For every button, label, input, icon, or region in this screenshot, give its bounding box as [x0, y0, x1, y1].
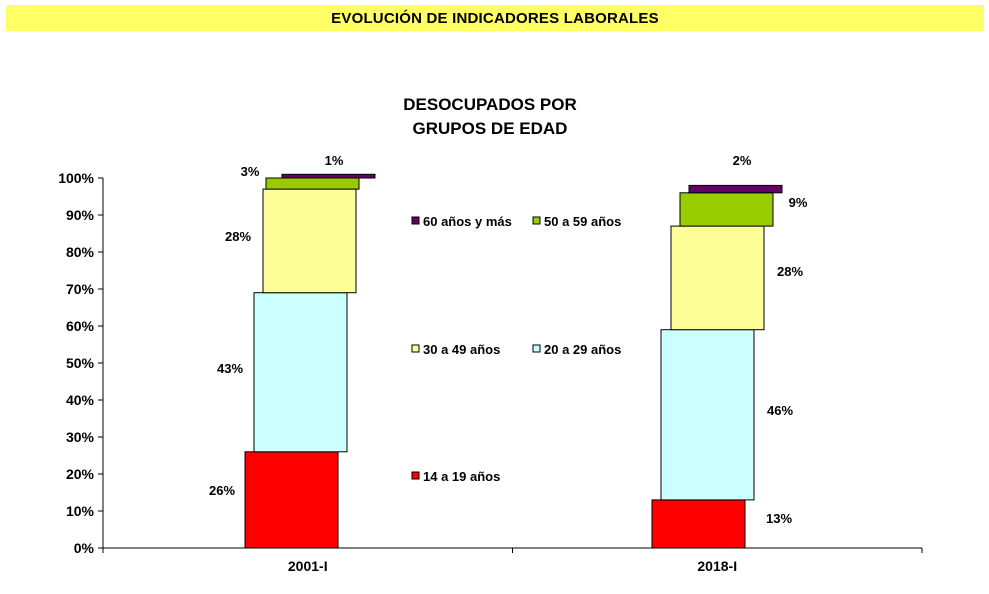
- y-tick-label: 70%: [66, 281, 95, 297]
- bar-segment: [281, 173, 376, 179]
- bar-segment: [660, 329, 755, 501]
- x-category-label: 2018-I: [697, 558, 737, 574]
- legend-label: 50 a 59 años: [544, 214, 621, 229]
- bar-segment: [670, 225, 765, 331]
- header-banner: EVOLUCIÓN DE INDICADORES LABORALES: [6, 5, 984, 31]
- bar-segment: [679, 192, 774, 227]
- legend-label: 14 a 19 años: [423, 469, 500, 484]
- bar-segment: [688, 184, 783, 194]
- y-tick-label: 90%: [66, 207, 95, 223]
- data-label: 46%: [767, 403, 793, 418]
- bar-segment: [244, 451, 339, 549]
- chart-title-line1: DESOCUPADOS POR: [403, 95, 577, 114]
- y-tick-label: 30%: [66, 429, 95, 445]
- data-label: 2%: [733, 153, 752, 168]
- y-tick-label: 0%: [74, 540, 95, 556]
- chart-title: DESOCUPADOS POR GRUPOS DE EDAD: [300, 93, 680, 141]
- data-label: 26%: [209, 483, 235, 498]
- legend-label: 30 a 49 años: [423, 342, 500, 357]
- legend-label: 60 años y más: [423, 214, 512, 229]
- y-tick-label: 50%: [66, 355, 95, 371]
- data-label: 28%: [777, 264, 803, 279]
- data-label: 3%: [241, 164, 260, 179]
- y-tick-label: 20%: [66, 466, 95, 482]
- data-label: 13%: [766, 511, 792, 526]
- data-label: 9%: [789, 195, 808, 210]
- legend-swatch: [411, 216, 420, 225]
- legend-swatch: [411, 471, 420, 480]
- legend-label: 20 a 29 años: [544, 342, 621, 357]
- legend-swatch: [532, 344, 541, 353]
- x-category-label: 2001-I: [288, 558, 328, 574]
- legend-swatch: [411, 344, 420, 353]
- data-label: 1%: [325, 153, 344, 168]
- header-title: EVOLUCIÓN DE INDICADORES LABORALES: [331, 9, 659, 27]
- bar-segment: [262, 188, 357, 294]
- y-tick-label: 60%: [66, 318, 95, 334]
- y-tick-label: 40%: [66, 392, 95, 408]
- bar-segment: [265, 177, 360, 190]
- y-tick-label: 10%: [66, 503, 95, 519]
- y-tick-label: 100%: [58, 170, 94, 186]
- data-label: 28%: [225, 229, 251, 244]
- chart-title-line2: GRUPOS DE EDAD: [412, 119, 568, 138]
- bar-segment: [253, 292, 348, 453]
- data-label: 43%: [217, 361, 243, 376]
- legend-swatch: [532, 216, 541, 225]
- bar-segment: [651, 499, 746, 549]
- y-tick-label: 80%: [66, 244, 95, 260]
